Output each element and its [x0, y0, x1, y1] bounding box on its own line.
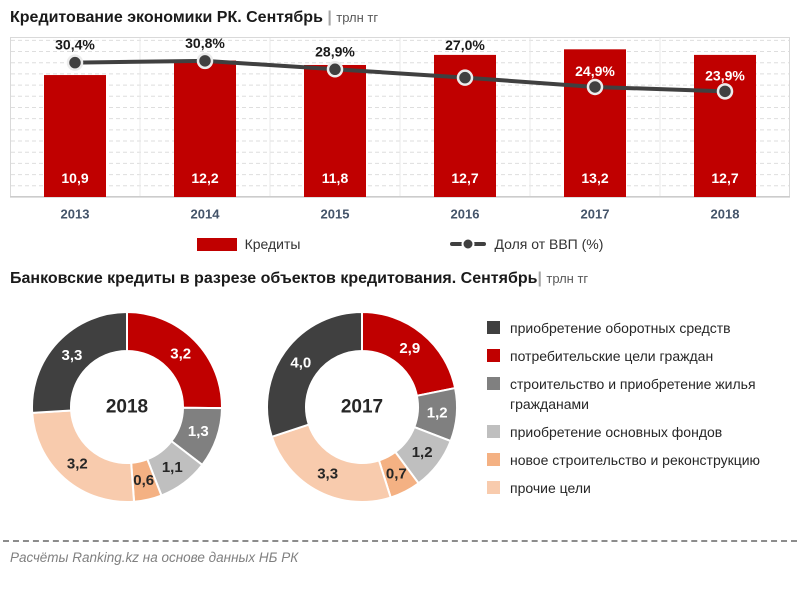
line-marker-icon	[450, 242, 487, 246]
donut-legend-label: приобретение оборотных средств	[510, 320, 731, 336]
slice-value-label: 3,3	[317, 466, 338, 483]
line-value-label: 28,9%	[315, 43, 355, 59]
bar	[174, 60, 236, 197]
title-separator: |	[322, 9, 337, 26]
donut-center-year: 2017	[341, 397, 383, 418]
line-value-label: 23,9%	[705, 67, 745, 83]
line-value-label: 30,4%	[55, 37, 95, 53]
x-axis-label: 2013	[61, 207, 90, 222]
donut-legend-item: новое строительство и реконструкцию	[487, 450, 795, 470]
slice-value-label: 4,0	[290, 354, 311, 371]
legend-swatch-icon	[487, 481, 500, 494]
title-text: Кредитование экономики РК. Сентябрь	[10, 9, 323, 26]
line-marker	[66, 54, 84, 71]
donut-legend: приобретение оборотных средств потребител…	[487, 304, 795, 506]
legend-swatch-icon	[487, 377, 500, 390]
donut-legend-label: новое строительство и реконструкцию	[510, 452, 761, 468]
title-unit: трлн тг	[336, 10, 379, 25]
bar-value-label: 12,7	[451, 170, 478, 186]
donut-section-title: Банковские кредиты в разрезе объектов кр…	[10, 269, 790, 288]
line-value-label: 30,8%	[185, 35, 225, 51]
donut-legend-label: приобретение основных фондов	[510, 424, 723, 440]
bar-value-label: 10,9	[61, 170, 88, 186]
x-axis-label: 2015	[321, 207, 350, 222]
line-marker	[326, 61, 344, 78]
bar-value-label: 13,2	[581, 170, 608, 186]
legend-swatch-icon	[487, 425, 500, 438]
donut-legend-item: приобретение основных фондов	[487, 422, 795, 442]
x-axis-label: 2014	[191, 207, 221, 222]
line-marker	[456, 69, 474, 86]
slice-value-label: 1,2	[412, 444, 433, 461]
slice-value-label: 1,2	[427, 405, 448, 422]
slice-value-label: 0,6	[133, 472, 154, 489]
legend-item-credits: Кредиты	[196, 236, 301, 252]
x-axis-label: 2017	[581, 207, 610, 222]
source-credit: Расчёты Ranking.kz на основе данных НБ Р…	[10, 550, 299, 565]
donut-slice	[31, 311, 128, 414]
donut-center-year: 2018	[106, 397, 148, 418]
combo-chart-title: Кредитование экономики РК. Сентябрь | тр…	[10, 8, 790, 27]
donut-legend-item: приобретение оборотных средств	[487, 318, 795, 338]
combo-legend: Кредиты Доля от ВВП (%)	[0, 235, 800, 253]
donut-chart: 2,9 1,2 1,2 0,7 3,3 4,0 2017	[266, 311, 458, 503]
donut-legend-label: потребительские цели граждан	[510, 348, 714, 364]
x-axis-label: 2016	[451, 207, 480, 222]
bar	[564, 49, 626, 197]
slice-value-label: 1,1	[162, 459, 183, 476]
title-text: Банковские кредиты в разрезе объектов кр…	[10, 270, 538, 287]
bar-value-label: 12,2	[191, 170, 218, 186]
bar-value-label: 12,7	[711, 170, 738, 186]
legend-swatch-icon	[487, 321, 500, 334]
donut-legend-item: потребительские цели граждан	[487, 346, 795, 366]
line-marker	[586, 78, 604, 96]
legend-item-gdp-share: Доля от ВВП (%)	[450, 236, 603, 252]
donut-legend-item: строительство и приобретение жилья гражд…	[487, 374, 795, 414]
donut-charts-row: 3,2 1,3 1,1 0,6 3,2 3,3 2018 2,9 1,2 1,2 0,7 3,3 4,…	[24, 304, 800, 510]
slice-value-label: 2,9	[399, 340, 420, 357]
donut-slice	[270, 423, 392, 503]
line-marker	[716, 83, 734, 100]
donut-legend-item: прочие цели	[487, 478, 795, 498]
bar	[694, 54, 756, 197]
title-unit: трлн тг	[546, 271, 589, 286]
slice-value-label: 3,2	[170, 345, 191, 362]
donut-legend-label: строительство и приобретение жилья гражд…	[510, 376, 756, 412]
bar-swatch-icon	[196, 237, 237, 251]
bar-line-chart: 10,9 12,2 11,8 12,7 13,2 12,7 30,4% 30,8% 28,9% 2…	[10, 35, 790, 222]
bar-value-label: 11,8	[322, 170, 349, 186]
legend-swatch-icon	[487, 453, 500, 466]
line-marker	[196, 52, 214, 70]
x-axis-label: 2018	[711, 207, 740, 222]
legend-swatch-icon	[487, 349, 500, 362]
line-value-label: 27,0%	[445, 37, 485, 53]
line-value-label: 24,9%	[575, 63, 615, 79]
legend-credits-label: Кредиты	[244, 236, 301, 252]
slice-value-label: 0,7	[386, 466, 407, 483]
bar	[44, 75, 106, 197]
donut-legend-label: прочие цели	[510, 480, 591, 496]
gdp-share-line	[73, 58, 727, 94]
title-separator: |	[537, 270, 547, 287]
slice-value-label: 1,3	[188, 423, 209, 440]
donut-slice	[266, 311, 363, 438]
footer-divider	[3, 540, 797, 542]
slice-value-label: 3,2	[67, 455, 88, 472]
bar	[304, 64, 366, 197]
donut-chart: 3,2 1,3 1,1 0,6 3,2 3,3 2018	[31, 311, 223, 503]
slice-value-label: 3,3	[62, 347, 83, 364]
legend-gdp-share-label: Доля от ВВП (%)	[494, 236, 604, 252]
